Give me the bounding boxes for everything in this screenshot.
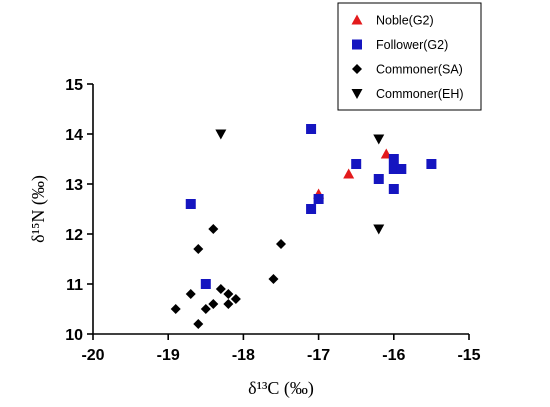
- data-point: [200, 304, 211, 314]
- legend-label: Commoner(SA): [376, 63, 463, 77]
- data-point: [343, 168, 355, 179]
- data-point: [373, 174, 384, 184]
- data-point: [215, 129, 227, 140]
- data-point: [388, 154, 399, 164]
- legend-label: Commoner(EH): [376, 87, 464, 101]
- x-tick-label: -16: [382, 347, 405, 364]
- data-points: [170, 124, 437, 329]
- data-point: [200, 279, 211, 289]
- data-point: [208, 299, 219, 309]
- y-tick-label: 15: [65, 77, 83, 94]
- series-2: [170, 224, 286, 329]
- data-point: [306, 124, 317, 134]
- y-axis-title: δ¹⁵N (‰): [28, 175, 49, 243]
- x-tick-label: -15: [457, 347, 480, 364]
- axes: -20 -19 -18 -17 -16 -15 10 11 12 13 14 15: [65, 77, 480, 364]
- data-point: [426, 159, 437, 169]
- y-tick-label: 14: [65, 127, 83, 144]
- x-tick-label: -19: [157, 347, 180, 364]
- legend-box: [337, 2, 482, 111]
- x-tick-label: -20: [81, 347, 104, 364]
- data-point: [388, 184, 399, 194]
- x-axis-title: δ¹³C (‰): [248, 378, 314, 399]
- series-3: [215, 129, 385, 235]
- data-point: [193, 319, 204, 329]
- y-tick-label: 10: [65, 327, 83, 344]
- legend-marker: [352, 39, 362, 50]
- x-tick-label: -18: [232, 347, 255, 364]
- data-point: [268, 274, 279, 284]
- data-point: [215, 284, 226, 294]
- x-tick-label: -17: [307, 347, 330, 364]
- data-point: [396, 164, 407, 174]
- data-point: [208, 224, 219, 234]
- data-point: [373, 134, 385, 145]
- y-tick-label: 12: [65, 227, 83, 244]
- data-point: [223, 299, 234, 309]
- data-point: [230, 294, 241, 304]
- y-tick-label: 11: [66, 277, 83, 294]
- data-point: [306, 204, 317, 214]
- data-point: [373, 224, 385, 235]
- series-0: [313, 148, 392, 199]
- data-point: [185, 199, 196, 209]
- legend-marker: [351, 89, 363, 99]
- data-point: [223, 289, 234, 299]
- data-point: [170, 304, 181, 314]
- legend: Noble(G2) Follower(G2) Commoner(SA) Commone…: [337, 2, 482, 111]
- legend-marker: [352, 64, 362, 74]
- legend-marker: [351, 14, 363, 25]
- data-point: [313, 194, 324, 204]
- series-1: [185, 124, 437, 289]
- data-point: [185, 289, 196, 299]
- data-point: [193, 244, 204, 254]
- y-tick-label: 13: [65, 177, 83, 194]
- data-point: [388, 164, 399, 174]
- legend-label: Noble(G2): [376, 14, 434, 28]
- data-point: [276, 239, 286, 249]
- legend-label: Follower(G2): [376, 38, 448, 52]
- data-point: [351, 159, 362, 169]
